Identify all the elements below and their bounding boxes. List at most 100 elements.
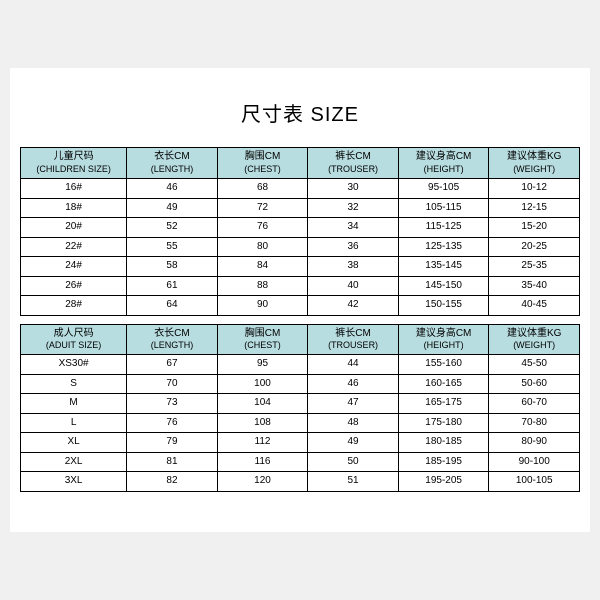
cell: 52 — [127, 218, 218, 238]
table-row: 3XL8212051195-205100-105 — [21, 472, 580, 492]
cell: 34 — [308, 218, 399, 238]
table-row: M7310447165-17560-70 — [21, 394, 580, 414]
table-row: L7610848175-18070-80 — [21, 413, 580, 433]
cell: 185-195 — [398, 452, 489, 472]
cell: 104 — [217, 394, 308, 414]
cell: 80 — [217, 237, 308, 257]
cell: 47 — [308, 394, 399, 414]
size-card: 尺寸表 SIZE 儿童尺码(CHILDREN SIZE) 衣长CM(LENGTH… — [10, 68, 590, 532]
cell: 50 — [308, 452, 399, 472]
col-header: 胸围CM(CHEST) — [217, 324, 308, 355]
cell: 108 — [217, 413, 308, 433]
table-row: 18#497232105-11512-15 — [21, 198, 580, 218]
table-row: 16#46683095-10510-12 — [21, 179, 580, 199]
cell: 105-115 — [398, 198, 489, 218]
cell: 76 — [127, 413, 218, 433]
cell: 18# — [21, 198, 127, 218]
cell: 112 — [217, 433, 308, 453]
cell: 16# — [21, 179, 127, 199]
cell: 32 — [308, 198, 399, 218]
cell: 28# — [21, 296, 127, 316]
size-table: 儿童尺码(CHILDREN SIZE) 衣长CM(LENGTH) 胸围CM(CH… — [20, 147, 580, 492]
cell: 58 — [127, 257, 218, 277]
cell: 30 — [308, 179, 399, 199]
cell: M — [21, 394, 127, 414]
cell: 36 — [308, 237, 399, 257]
col-header: 裤长CM(TROUSER) — [308, 324, 399, 355]
cell: 20# — [21, 218, 127, 238]
col-header: 衣长CM(LENGTH) — [127, 324, 218, 355]
cell: 115-125 — [398, 218, 489, 238]
cell: 46 — [127, 179, 218, 199]
cell: S — [21, 374, 127, 394]
cell: 145-150 — [398, 276, 489, 296]
cell: 72 — [217, 198, 308, 218]
cell: 95-105 — [398, 179, 489, 199]
col-header: 成人尺码(ADUIT SIZE) — [21, 324, 127, 355]
cell: 160-165 — [398, 374, 489, 394]
cell: 80-90 — [489, 433, 580, 453]
cell: 95 — [217, 355, 308, 375]
adult-header-row: 成人尺码(ADUIT SIZE) 衣长CM(LENGTH) 胸围CM(CHEST… — [21, 324, 580, 355]
table-row: 22#558036125-13520-25 — [21, 237, 580, 257]
cell: 10-12 — [489, 179, 580, 199]
table-row: 20#527634115-12515-20 — [21, 218, 580, 238]
cell: 84 — [217, 257, 308, 277]
cell: 73 — [127, 394, 218, 414]
col-header: 建议身高CM(HEIGHT) — [398, 148, 489, 179]
table-row: 2XL8111650185-19590-100 — [21, 452, 580, 472]
cell: 40-45 — [489, 296, 580, 316]
cell: 61 — [127, 276, 218, 296]
gap-row — [21, 315, 580, 324]
cell: 90-100 — [489, 452, 580, 472]
cell: 70-80 — [489, 413, 580, 433]
cell: 40 — [308, 276, 399, 296]
cell: 70 — [127, 374, 218, 394]
col-header: 建议体重KG(WEIGHT) — [489, 324, 580, 355]
cell: 82 — [127, 472, 218, 492]
cell: 51 — [308, 472, 399, 492]
table-row: 26#618840145-15035-40 — [21, 276, 580, 296]
cell: 76 — [217, 218, 308, 238]
cell: 46 — [308, 374, 399, 394]
col-header: 胸围CM(CHEST) — [217, 148, 308, 179]
cell: 79 — [127, 433, 218, 453]
cell: 50-60 — [489, 374, 580, 394]
cell: 55 — [127, 237, 218, 257]
cell: 150-155 — [398, 296, 489, 316]
cell: 38 — [308, 257, 399, 277]
cell: L — [21, 413, 127, 433]
cell: 49 — [127, 198, 218, 218]
col-header: 建议身高CM(HEIGHT) — [398, 324, 489, 355]
table-row: XS30#679544155-16045-50 — [21, 355, 580, 375]
col-header: 裤长CM(TROUSER) — [308, 148, 399, 179]
col-header: 衣长CM(LENGTH) — [127, 148, 218, 179]
cell: 100-105 — [489, 472, 580, 492]
cell: 155-160 — [398, 355, 489, 375]
cell: 2XL — [21, 452, 127, 472]
cell: 81 — [127, 452, 218, 472]
cell: 165-175 — [398, 394, 489, 414]
cell: 45-50 — [489, 355, 580, 375]
cell: 68 — [217, 179, 308, 199]
cell: 60-70 — [489, 394, 580, 414]
cell: 25-35 — [489, 257, 580, 277]
cell: 195-205 — [398, 472, 489, 492]
cell: 20-25 — [489, 237, 580, 257]
cell: 49 — [308, 433, 399, 453]
cell: 22# — [21, 237, 127, 257]
cell: XS30# — [21, 355, 127, 375]
cell: 44 — [308, 355, 399, 375]
cell: 180-185 — [398, 433, 489, 453]
cell: 135-145 — [398, 257, 489, 277]
table-row: S7010046160-16550-60 — [21, 374, 580, 394]
page-title: 尺寸表 SIZE — [20, 98, 580, 127]
cell: 12-15 — [489, 198, 580, 218]
cell: 24# — [21, 257, 127, 277]
cell: 35-40 — [489, 276, 580, 296]
col-header: 儿童尺码(CHILDREN SIZE) — [21, 148, 127, 179]
cell: 3XL — [21, 472, 127, 492]
cell: 88 — [217, 276, 308, 296]
cell: 175-180 — [398, 413, 489, 433]
cell: 64 — [127, 296, 218, 316]
